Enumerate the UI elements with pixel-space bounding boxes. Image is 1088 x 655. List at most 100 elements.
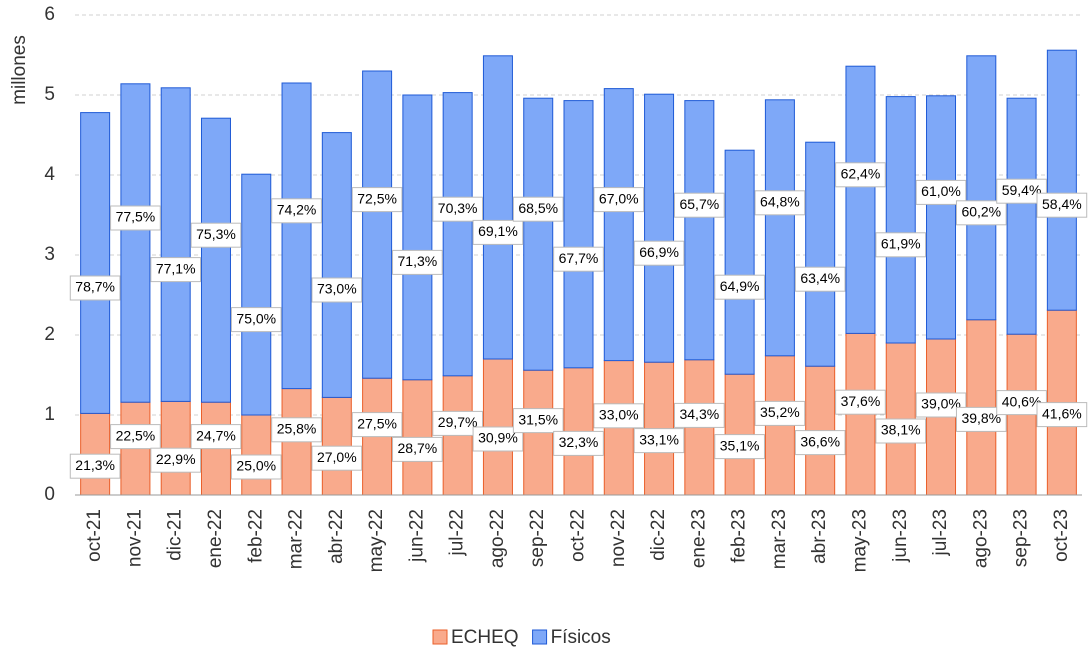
data-label-box xyxy=(230,307,282,333)
bar-segment xyxy=(805,141,836,367)
data-label-box xyxy=(633,240,685,266)
legend-label: Físicos xyxy=(551,627,611,648)
x-tick-label: may-22 xyxy=(366,509,387,572)
x-tick-label: oct-23 xyxy=(1051,509,1072,562)
data-label: 61,0% xyxy=(921,183,961,199)
data-label: 27,5% xyxy=(357,415,397,431)
x-tick-label: dic-22 xyxy=(648,509,669,561)
data-label-box xyxy=(392,436,443,462)
data-label-box xyxy=(754,190,806,216)
data-label: 25,8% xyxy=(277,421,317,437)
data-label: 77,5% xyxy=(116,209,156,225)
data-label: 73,0% xyxy=(317,281,357,297)
data-label: 58,4% xyxy=(1042,196,1082,212)
data-label-box xyxy=(835,162,886,188)
data-label: 71,3% xyxy=(398,253,438,269)
x-tick-label: mar-23 xyxy=(769,509,790,569)
x-tick-label: mar-22 xyxy=(286,509,307,569)
data-label-box xyxy=(69,453,121,479)
data-label-box xyxy=(714,274,765,300)
data-label: 25,0% xyxy=(236,458,276,474)
bar-segment xyxy=(563,100,594,369)
data-label: 37,6% xyxy=(841,393,881,409)
data-label-box xyxy=(875,418,927,444)
y-tick-label: 2 xyxy=(44,324,55,345)
data-label: 22,9% xyxy=(156,451,196,467)
data-label: 34,3% xyxy=(679,406,719,422)
data-label: 35,1% xyxy=(720,437,760,453)
data-label-box xyxy=(553,430,604,456)
bar-segment xyxy=(966,55,997,321)
data-label-box xyxy=(875,232,927,258)
bar-segment xyxy=(200,117,231,403)
x-tick-label: oct-22 xyxy=(568,509,589,562)
data-label: 36,6% xyxy=(800,433,840,449)
y-tick-label: 6 xyxy=(44,4,55,25)
data-label-box xyxy=(311,445,363,471)
data-label: 31,5% xyxy=(518,411,558,427)
bar-segment xyxy=(684,100,715,361)
data-label: 78,7% xyxy=(75,279,115,295)
data-label: 66,9% xyxy=(639,244,679,260)
bar-segment xyxy=(845,65,876,334)
x-tick-label: feb-23 xyxy=(729,509,750,563)
bar-segment xyxy=(80,112,111,414)
data-label: 39,8% xyxy=(961,410,1001,426)
data-label: 65,7% xyxy=(679,196,719,212)
data-label: 35,2% xyxy=(760,404,800,420)
data-label-box xyxy=(512,196,564,222)
x-tick-label: dic-21 xyxy=(165,509,186,561)
x-tick-label: nov-21 xyxy=(124,509,145,567)
data-label-box xyxy=(230,454,282,480)
x-tick-label: ene-22 xyxy=(205,509,226,568)
data-label: 40,6% xyxy=(1002,393,1042,409)
data-label: 39,0% xyxy=(921,396,961,412)
x-tick-label: sep-23 xyxy=(1011,509,1032,567)
data-label-box xyxy=(110,424,161,450)
data-label: 22,5% xyxy=(116,427,156,443)
x-tick-label: jun-23 xyxy=(890,509,911,563)
data-label-box xyxy=(311,277,363,303)
data-label: 64,9% xyxy=(720,278,760,294)
legend-label: ECHEQ xyxy=(451,627,519,648)
data-label: 68,5% xyxy=(518,200,558,216)
x-tick-label: jul-23 xyxy=(930,509,951,556)
data-label-box xyxy=(351,187,403,213)
data-label: 30,9% xyxy=(478,430,518,446)
data-label-box xyxy=(714,434,765,460)
data-label-box xyxy=(472,219,524,245)
data-label-box xyxy=(754,400,806,426)
x-tick-label: nov-22 xyxy=(608,509,629,567)
data-label-box xyxy=(673,192,725,218)
data-label: 67,0% xyxy=(599,190,639,206)
data-label-box xyxy=(1036,402,1088,428)
bar-segment xyxy=(644,93,675,363)
x-tick-label: jul-22 xyxy=(447,509,468,556)
x-tick-label: jun-22 xyxy=(406,509,427,563)
data-label: 33,1% xyxy=(639,431,679,447)
data-label: 72,5% xyxy=(357,190,397,206)
data-label: 21,3% xyxy=(75,457,115,473)
y-tick-label: 0 xyxy=(44,484,55,505)
bar-segment xyxy=(885,96,916,344)
data-label: 59,4% xyxy=(1002,182,1042,198)
data-label-box xyxy=(794,266,846,292)
data-label: 61,9% xyxy=(881,236,921,252)
data-label-box xyxy=(271,198,322,224)
data-label: 62,4% xyxy=(841,166,881,182)
data-label: 29,7% xyxy=(438,414,478,430)
data-label: 69,1% xyxy=(478,223,518,239)
data-label: 24,7% xyxy=(196,427,236,443)
data-label-box xyxy=(593,187,645,213)
data-label: 28,7% xyxy=(398,440,438,456)
bar-segment xyxy=(724,149,755,375)
y-tick-label: 1 xyxy=(44,404,55,425)
data-label-box xyxy=(351,412,403,438)
y-tick-label: 4 xyxy=(44,164,55,185)
legend-swatch xyxy=(432,629,448,645)
data-label: 33,0% xyxy=(599,407,639,423)
data-label: 75,0% xyxy=(236,310,276,326)
bar-segment xyxy=(603,88,634,362)
data-label-box xyxy=(794,430,846,456)
